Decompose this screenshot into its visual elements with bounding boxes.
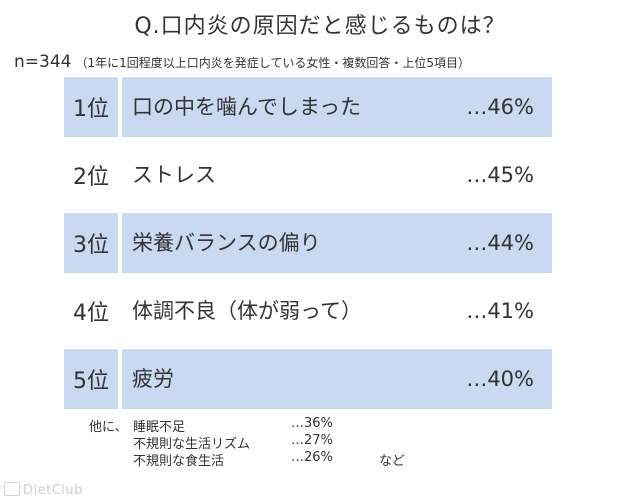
- rank-number: 2位: [64, 145, 118, 205]
- cause-percentage: …46%: [466, 95, 534, 119]
- rank-label-cell: 栄養バランスの偏り …44%: [122, 213, 552, 273]
- cause-percentage: …40%: [466, 367, 534, 391]
- rank-label-cell: 疲労 …40%: [122, 349, 552, 409]
- cause-label: 栄養バランスの偏り: [132, 231, 321, 255]
- ranking-table: 1位 口の中を噛んでしまった …46% 2位 ストレス …45% 3位 栄養バランスの偏り …4…: [64, 77, 552, 409]
- watermark: DietClub: [4, 482, 83, 498]
- sample-size: n=344: [14, 52, 72, 72]
- chart-subtitle: n=344 （1年に1回程度以上口内炎を発症している女性・複数回答・上位5項目）: [14, 52, 470, 72]
- others-item-percentage: …36%: [291, 416, 333, 431]
- cause-percentage: …45%: [466, 163, 534, 187]
- dietclub-logo-icon: [4, 482, 20, 496]
- cause-label: 疲労: [132, 367, 174, 391]
- chart-title: Q.口内炎の原因だと感じるものは？: [134, 14, 506, 39]
- others-item-label: 睡眠不足: [133, 420, 186, 435]
- rank-row: 4位 体調不良（体が弱って） …41%: [64, 281, 552, 341]
- rank-number: 5位: [64, 349, 118, 409]
- others-item-percentage: …26%: [291, 450, 333, 465]
- cause-percentage: …41%: [466, 299, 534, 323]
- rank-label-cell: 口の中を噛んでしまった …46%: [122, 77, 552, 137]
- cause-label: ストレス: [132, 163, 216, 187]
- rank-label-cell: ストレス …45%: [122, 145, 552, 205]
- rank-row: 2位 ストレス …45%: [64, 145, 552, 205]
- others-tail-text: など: [379, 454, 406, 469]
- others-item-percentage: …27%: [291, 433, 333, 448]
- rank-row: 5位 疲労 …40%: [64, 349, 552, 409]
- rank-row: 3位 栄養バランスの偏り …44%: [64, 213, 552, 273]
- survey-note: （1年に1回程度以上口内炎を発症している女性・複数回答・上位5項目）: [75, 56, 471, 70]
- cause-percentage: …44%: [466, 231, 534, 255]
- watermark-text: DietClub: [23, 483, 83, 498]
- cause-label: 口の中を噛んでしまった: [132, 95, 362, 119]
- rank-number: 1位: [64, 77, 118, 137]
- others-item-label: 不規則な食生活: [133, 454, 225, 469]
- rank-number: 4位: [64, 281, 118, 341]
- rank-row: 1位 口の中を噛んでしまった …46%: [64, 77, 552, 137]
- rank-label-cell: 体調不良（体が弱って） …41%: [122, 281, 552, 341]
- rank-number: 3位: [64, 213, 118, 273]
- others-heading: 他に、: [89, 420, 128, 435]
- cause-label: 体調不良（体が弱って）: [132, 299, 362, 323]
- others-item-label: 不規則な生活リズム: [133, 437, 251, 452]
